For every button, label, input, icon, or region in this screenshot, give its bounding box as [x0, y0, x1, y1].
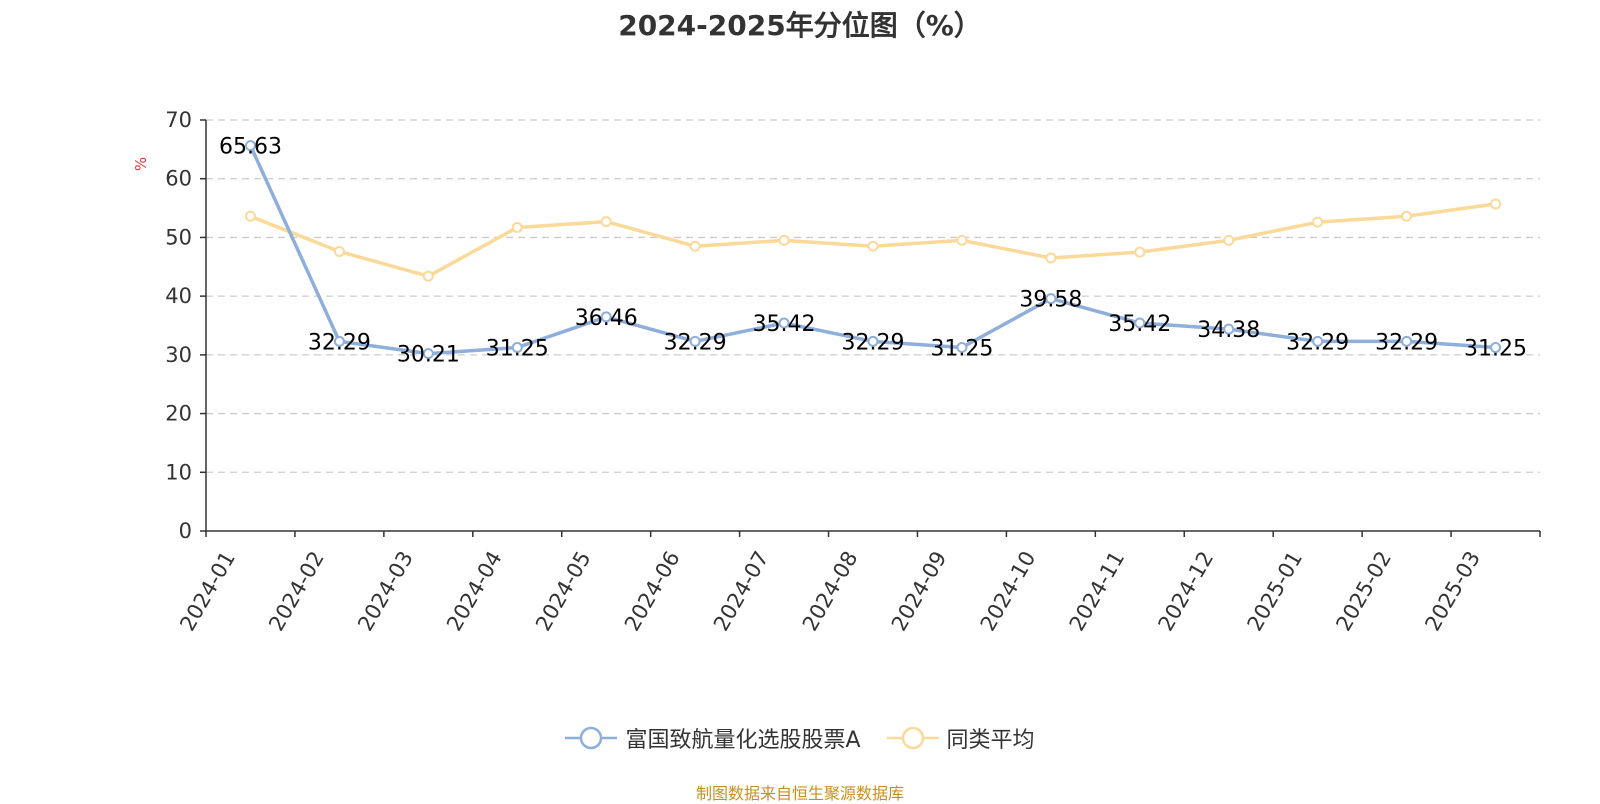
- x-tick-label: 2025-01: [1243, 547, 1308, 635]
- data-point: [333, 246, 345, 258]
- data-label: 39.58: [1019, 288, 1082, 313]
- x-tick-label: 2024-01: [175, 547, 240, 635]
- data-label: 65.63: [219, 135, 282, 160]
- data-point: [1490, 198, 1502, 210]
- data-point: [689, 335, 701, 347]
- data-label: 34.38: [1197, 318, 1260, 343]
- x-tick-label: 2025-03: [1420, 547, 1485, 635]
- data-point: [511, 221, 523, 233]
- data-label: 32.29: [1375, 330, 1438, 355]
- x-tick-label: 2024-12: [1154, 547, 1219, 635]
- data-point: [778, 317, 790, 329]
- data-point: [244, 210, 256, 222]
- data-point: [1045, 293, 1057, 305]
- legend-item[interactable]: 富国致航量化选股股票A: [565, 722, 861, 754]
- legend-marker-circle: [580, 726, 603, 750]
- data-label: 31.25: [930, 337, 993, 362]
- x-tick-label: 2024-04: [442, 547, 507, 635]
- x-tick-label: 2024-02: [264, 547, 329, 635]
- legend-marker-circle: [901, 726, 924, 750]
- data-point: [600, 311, 612, 323]
- data-point: [244, 140, 256, 152]
- y-tick-label: 30: [165, 343, 192, 367]
- data-point: [1490, 342, 1502, 354]
- grid-layer: [206, 119, 1540, 473]
- data-point: [956, 342, 968, 354]
- x-tick-label: 2024-07: [709, 547, 774, 635]
- data-point: [422, 270, 434, 282]
- data-point: [1223, 323, 1235, 335]
- legend-label: 同类平均: [946, 728, 1035, 753]
- x-tick-label: 2024-08: [798, 547, 863, 635]
- y-tick-label: 20: [165, 402, 192, 426]
- y-tick-label: 40: [165, 284, 192, 308]
- data-point: [1223, 234, 1235, 246]
- data-point: [511, 342, 523, 354]
- data-label: 31.25: [1464, 337, 1527, 362]
- series-layer: [244, 140, 1502, 360]
- axis-layer: 0 10 20 30 40 50 60 70 2024-01 2024-02 2024-03 2024…: [165, 108, 1541, 635]
- y-tick-label: 0: [179, 519, 192, 543]
- data-point: [1134, 317, 1146, 329]
- x-tick-label: 2024-09: [887, 547, 952, 635]
- data-label: 36.46: [575, 306, 638, 331]
- legend-label: 富国致航量化选股股票A: [625, 728, 861, 753]
- x-tick-label: 2024-06: [620, 547, 685, 635]
- legend-item[interactable]: 同类平均: [886, 722, 1035, 754]
- x-tick-label: 2024-11: [1065, 547, 1130, 635]
- data-label: 32.29: [1286, 330, 1349, 355]
- chart-title: 2024-2025年分位图（%）: [618, 9, 982, 42]
- data-label: 32.29: [308, 330, 371, 355]
- data-point: [778, 234, 790, 246]
- data-label: 30.21: [397, 343, 460, 368]
- data-label: 35.42: [753, 312, 816, 337]
- line-chart: 0 10 20 30 40 50 60 70 2024-01 2024-02 2024-03 2024…: [132, 108, 1541, 635]
- x-tick-label: 2025-02: [1331, 547, 1396, 635]
- x-tick-label: 2024-10: [976, 547, 1041, 635]
- y-tick-label: 50: [165, 225, 192, 249]
- data-point: [422, 348, 434, 360]
- data-point: [956, 234, 968, 246]
- data-point: [689, 240, 701, 252]
- data-point: [1312, 216, 1324, 228]
- y-tick-label: 60: [165, 167, 192, 191]
- data-label: 32.29: [664, 330, 727, 355]
- data-label: 32.29: [842, 330, 905, 355]
- data-point: [867, 240, 879, 252]
- legend-marker-icon: [886, 726, 939, 750]
- data-label: 31.25: [486, 337, 549, 362]
- data-point: [600, 216, 612, 228]
- y-tick-label: 10: [165, 460, 192, 484]
- data-point: [1045, 252, 1057, 264]
- data-point: [1134, 246, 1146, 258]
- label-layer: 65.63 32.29 30.21 31.25 36.46 32.29 35.42 32.29…: [219, 135, 1527, 368]
- data-point: [1401, 335, 1413, 347]
- data-point: [867, 335, 879, 347]
- data-label: 35.42: [1108, 312, 1171, 337]
- y-axis-unit-label: %: [132, 157, 150, 171]
- y-tick-label: 70: [165, 108, 192, 132]
- legend-marker-icon: [565, 726, 618, 750]
- series-line: [249, 202, 1496, 278]
- legend: 富国致航量化选股股票A 同类平均: [0, 722, 1600, 754]
- data-point: [333, 335, 345, 347]
- x-tick-label: 2024-03: [353, 547, 418, 635]
- data-source-note: 制图数据来自恒生聚源数据库: [695, 784, 904, 803]
- data-point: [1312, 335, 1324, 347]
- x-tick-label: 2024-05: [531, 547, 596, 635]
- data-point: [1401, 210, 1413, 222]
